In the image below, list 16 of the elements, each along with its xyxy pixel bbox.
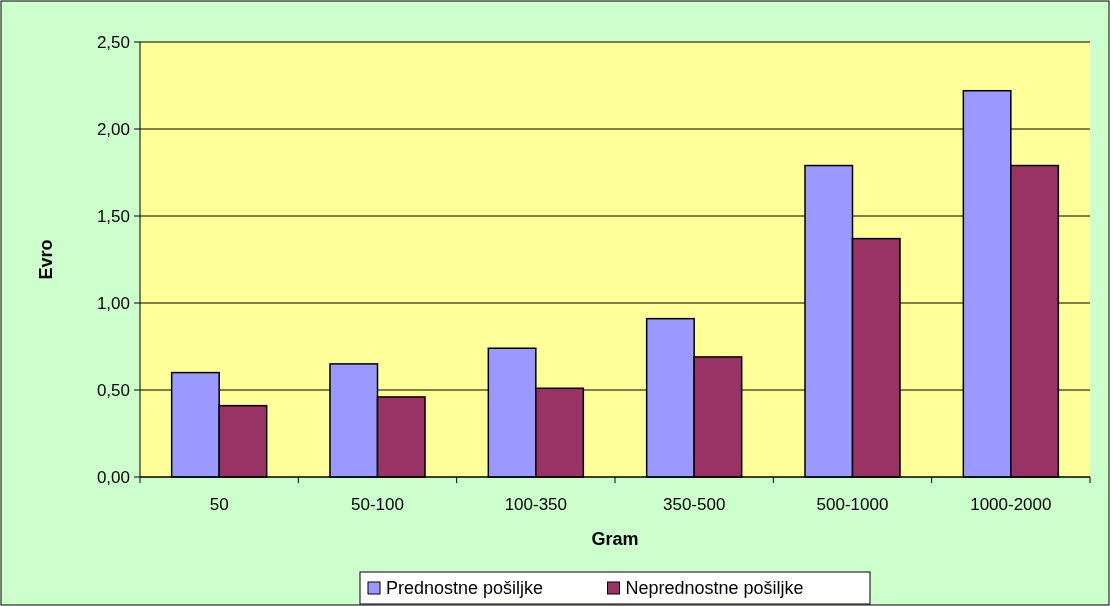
y-tick-label: 1,00 (96, 293, 130, 313)
x-axis-title: Gram (591, 529, 639, 549)
x-tick-label: 50-100 (351, 495, 404, 514)
legend-label: Neprednostne pošiljke (625, 578, 804, 599)
y-tick-label: 0,00 (96, 467, 130, 487)
x-tick-label: 350-500 (662, 495, 726, 514)
y-tick-label: 2,50 (96, 32, 130, 52)
y-tick-label: 0,50 (96, 380, 130, 400)
y-tick-label: 2,00 (96, 119, 130, 139)
legend-label: Prednostne pošiljke (386, 578, 544, 599)
x-tick-label: 50 (209, 495, 229, 514)
x-tick-label: 100-350 (504, 495, 568, 514)
y-tick-label: 1,50 (96, 206, 130, 226)
x-tick-label: 1000-2000 (970, 495, 1052, 514)
x-tick-label: 500-1000 (816, 495, 889, 514)
y-axis-title: Evro (36, 239, 56, 280)
